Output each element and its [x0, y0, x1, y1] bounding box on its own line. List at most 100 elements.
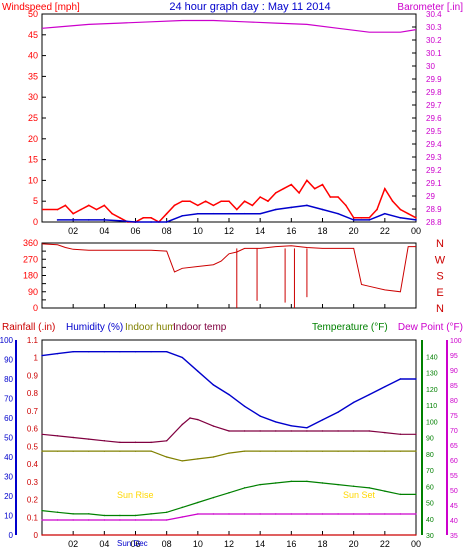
- barometer-y-tick-label: 29.2: [426, 166, 442, 175]
- series-barometer: [41, 19, 417, 33]
- humidity-y-tick-label: 50: [4, 434, 13, 443]
- windspeed-y-tick-label: 30: [28, 92, 38, 102]
- wind-x-tick-label: 16: [286, 226, 296, 236]
- wind-gust-point: [391, 200, 394, 202]
- wind-gust-point: [282, 187, 285, 190]
- series-dew-point-point: [103, 519, 106, 521]
- series-indoor-temp-point: [165, 440, 168, 442]
- barometer-y-tick-label: 29.9: [426, 75, 442, 84]
- wind-gust-point: [119, 217, 121, 219]
- wind-gust-point: [345, 204, 347, 207]
- series-temperature-point: [352, 485, 355, 487]
- wind-avg-point: [72, 219, 74, 221]
- humidity-x-tick-label: 10: [193, 539, 203, 549]
- temperature-y-tick-label: 130: [426, 371, 438, 378]
- barometer-y-tick-label: 30.1: [426, 49, 442, 58]
- series-dew-point-point: [165, 519, 168, 521]
- indoor-temp-label: Indoor temp: [173, 322, 227, 333]
- series-humidity-point: [88, 351, 90, 353]
- series-humidity-point: [134, 351, 137, 353]
- wind-avg-point: [56, 219, 59, 221]
- wind-gust-point: [87, 204, 90, 207]
- rainfall-y-tick-label: 0.5: [27, 442, 39, 451]
- series-temperature-point: [306, 480, 308, 483]
- rainfall-y-tick-label: 0.1: [27, 513, 39, 522]
- series-indoor-temp-point: [56, 435, 59, 437]
- series-humidity-point: [306, 427, 308, 429]
- series-temperature-point: [72, 513, 74, 515]
- series-indoor-hum-point: [56, 450, 59, 452]
- wind-barometer-panel: 0 5 10 15 20 25 30 35 40 45 50 28.8 28.9 29 29.1 29.2 29…: [28, 9, 442, 236]
- series-indoor-hum-point: [243, 450, 246, 452]
- temperature-y-tick-label: 140: [426, 354, 438, 361]
- wind-gust-point: [415, 217, 417, 219]
- series-indoor-temp-point: [259, 430, 261, 432]
- series-wind-avg: [57, 204, 417, 223]
- wind-gust-point: [204, 200, 207, 202]
- temperature-y-tick-label: 50: [426, 501, 434, 508]
- barometer-y-tick-label: 28.9: [426, 205, 442, 214]
- series-humidity-point: [415, 378, 417, 380]
- wind-gust-point: [64, 204, 67, 207]
- series-indoor-temp-point: [352, 430, 355, 432]
- series-indoor-temp-point: [321, 430, 324, 432]
- series-indoor-hum-point: [368, 450, 370, 452]
- rainfall-y-tick-label: 0.3: [27, 478, 39, 487]
- series-temperature-point: [337, 483, 339, 486]
- wind-avg-point: [259, 212, 261, 215]
- series-indoor-temp-point: [415, 433, 417, 435]
- series-dew-point-point: [197, 513, 199, 515]
- series-humidity-point: [228, 393, 230, 396]
- barometer-label: Barometer [.in]: [397, 2, 463, 13]
- windspeed-y-tick-label: 20: [28, 134, 38, 144]
- series-temperature-point: [181, 506, 183, 509]
- rainfall-y-tick-label: 0.4: [27, 460, 39, 469]
- series-indoor-hum-point: [415, 450, 417, 452]
- dew-y-tick-label: 40: [450, 518, 458, 525]
- barometer-y-tick-label: 28.8: [426, 218, 442, 227]
- wind-avg-point: [134, 221, 137, 223]
- series-dew-point-point: [134, 519, 137, 521]
- wind-x-tick-label: 04: [99, 226, 109, 236]
- series-dew-point-point: [56, 519, 59, 521]
- wind-x-tick-label: 20: [349, 226, 359, 236]
- series-indoor-temp-point: [306, 430, 308, 432]
- series-indoor-hum-point: [306, 450, 308, 452]
- series-humidity-point: [212, 384, 215, 386]
- series-humidity-point: [368, 393, 370, 396]
- series-humidity-point: [352, 401, 355, 404]
- wind-gust-point: [313, 187, 316, 190]
- barometer-y-tick-label: 29: [426, 192, 435, 201]
- dew-y-tick-label: 45: [450, 503, 458, 510]
- wind-avg-point: [165, 221, 168, 223]
- wind-avg-point: [274, 208, 277, 211]
- humidity-x-tick-label: 18: [317, 539, 327, 549]
- compass-label: N: [436, 303, 444, 315]
- wind-gust-point: [274, 192, 277, 194]
- series-temperature-point: [368, 487, 370, 489]
- series-dew-point-point: [368, 513, 370, 515]
- barometer-y-tick-label: 29.8: [426, 88, 442, 97]
- series-indoor-hum-point: [41, 450, 43, 452]
- series-indoor-hum-point: [321, 450, 324, 452]
- series-temperature-point: [290, 480, 293, 483]
- windspeed-y-tick-label: 40: [28, 51, 38, 61]
- series-indoor-temp-point: [41, 433, 43, 435]
- series-humidity-point: [72, 351, 74, 353]
- temperature-y-tick-label: 120: [426, 387, 438, 394]
- humidity-x-tick-label: 04: [99, 539, 109, 549]
- temperature-y-tick-label: 100: [426, 419, 438, 426]
- temperature-y-tick-label: 80: [426, 452, 434, 459]
- series-indoor-hum-point: [134, 450, 137, 452]
- series-dew-point-point: [88, 519, 90, 521]
- wind-gust-point: [95, 208, 98, 211]
- rainfall-y-tick-label: 0.8: [27, 389, 39, 398]
- wind-x-tick-label: 14: [255, 226, 265, 236]
- humidity-y-tick-label: 20: [4, 492, 13, 501]
- dew-y-tick-label: 80: [450, 398, 458, 405]
- series-humidity-point: [337, 411, 339, 413]
- temperature-y-tick-label: 110: [426, 403, 437, 410]
- wind-gust-point: [267, 200, 269, 202]
- wind-gust-point: [352, 217, 355, 219]
